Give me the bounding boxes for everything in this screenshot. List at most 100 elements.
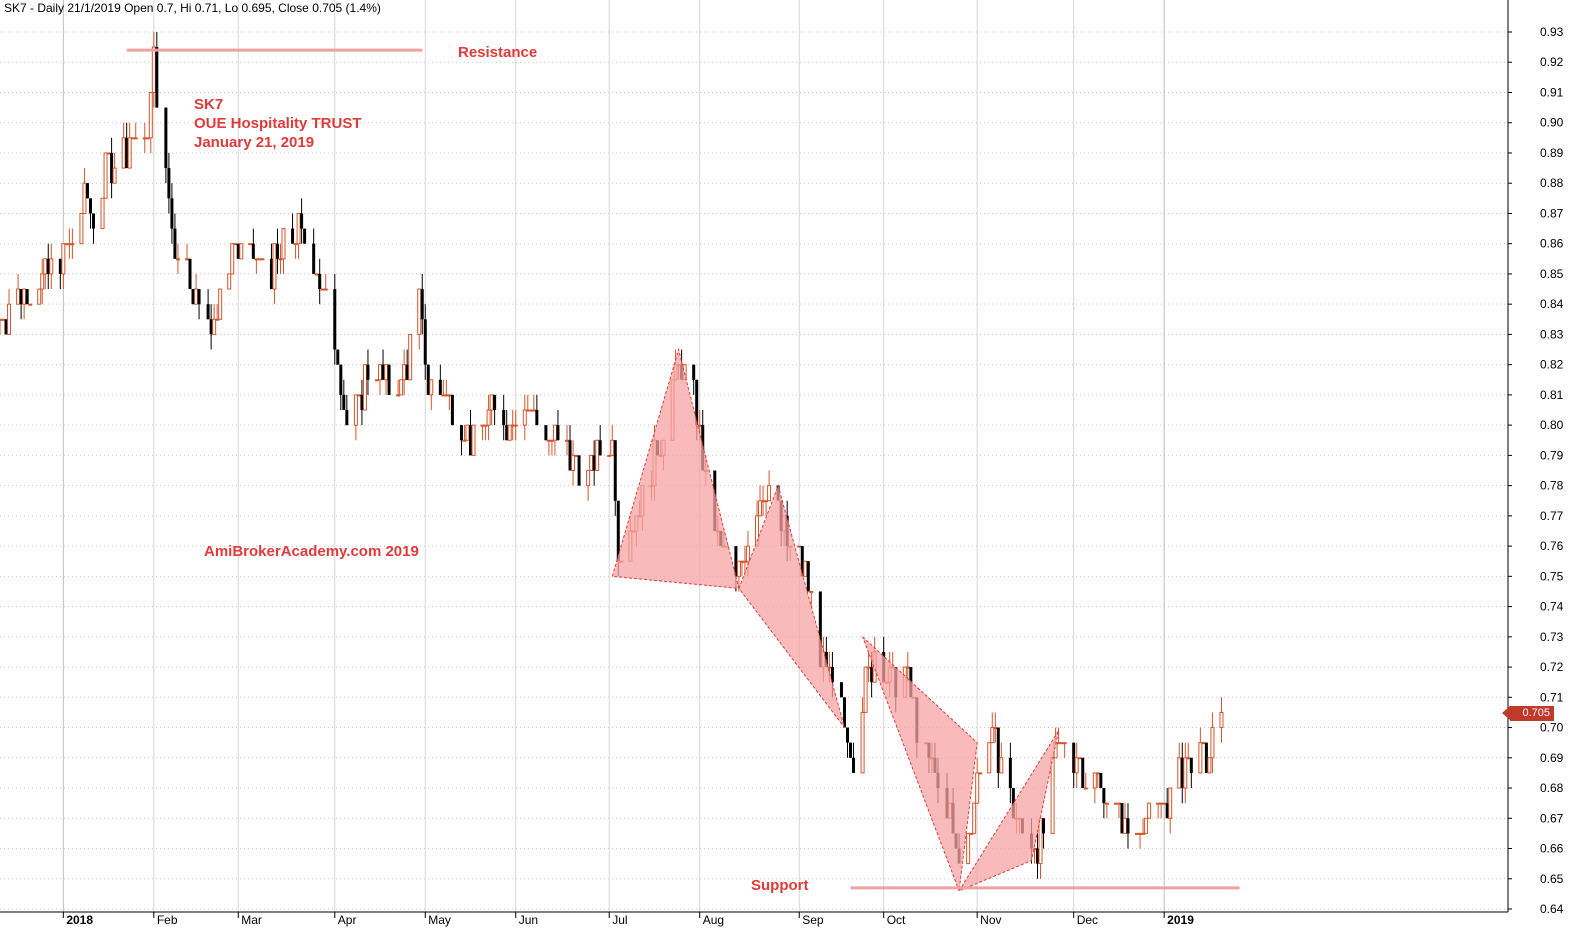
candle-down: [450, 394, 454, 426]
candle-up: [1, 318, 6, 321]
candle-down: [845, 727, 849, 743]
candle-up: [866, 666, 871, 669]
candle-up: [106, 152, 111, 155]
y-tick-label: 0.82: [1540, 358, 1564, 372]
candle-down: [251, 243, 255, 259]
candle-up: [151, 46, 156, 93]
candle-up: [1062, 742, 1067, 745]
candle-up: [353, 394, 358, 426]
candle-up: [227, 273, 232, 290]
candle-up: [483, 424, 488, 427]
candle-up: [399, 379, 404, 396]
candle-up: [145, 137, 150, 140]
candle-down: [58, 258, 62, 274]
candle-down: [206, 304, 210, 320]
y-tick-label: 0.73: [1540, 630, 1564, 644]
candle-down: [381, 364, 385, 380]
candle-down: [616, 500, 620, 562]
candle-down: [426, 364, 430, 395]
candle-down: [1165, 803, 1169, 819]
candle-up: [417, 288, 422, 335]
candle-up: [1183, 757, 1188, 789]
candle-down: [300, 213, 304, 229]
y-tick-label: 0.92: [1540, 55, 1564, 69]
candle-down: [505, 425, 509, 441]
y-tick-label: 0.80: [1540, 418, 1564, 432]
candle-down: [1072, 742, 1076, 773]
candle-down: [25, 289, 29, 305]
candle-up: [1122, 817, 1127, 834]
candle-down: [387, 364, 391, 395]
candle-up: [218, 288, 223, 320]
candle-up: [260, 258, 265, 261]
candle-up: [1210, 727, 1215, 759]
chart-header: SK7 - Daily 21/1/2019 Open 0.7, Hi 0.71,…: [4, 1, 381, 15]
candle-up: [1092, 772, 1097, 789]
pattern-triangle: [611, 347, 740, 590]
candle-up: [362, 364, 367, 411]
x-tick-label: Jul: [612, 913, 627, 927]
x-tick-label: May: [428, 913, 451, 927]
candle-down: [236, 243, 240, 259]
candle-down: [345, 410, 349, 426]
candle-up: [758, 500, 763, 517]
y-tick-label: 0.88: [1540, 176, 1564, 190]
candle-up: [471, 424, 476, 456]
candle-down: [1180, 757, 1184, 789]
y-tick-label: 0.65: [1540, 872, 1564, 886]
candle-down: [438, 379, 442, 395]
x-tick-label: 2018: [66, 913, 93, 927]
candle-down: [842, 697, 846, 728]
y-tick-label: 0.78: [1540, 479, 1564, 493]
candle-up: [148, 91, 153, 139]
y-tick-label: 0.75: [1540, 569, 1564, 583]
candle-up: [1186, 757, 1191, 760]
candle-up: [1104, 802, 1109, 805]
candle-up: [1083, 787, 1088, 790]
candle-down: [173, 228, 177, 259]
candle-up: [571, 454, 576, 471]
candle-down: [423, 319, 427, 365]
candle-down: [1042, 818, 1046, 834]
candle-up: [975, 772, 980, 804]
x-tick-label: Dec: [1077, 913, 1098, 927]
ticker-label: SK7: [194, 96, 224, 113]
candle-down: [197, 289, 201, 305]
candle-up: [212, 318, 217, 335]
candle-up: [513, 424, 518, 427]
candle-down: [1126, 818, 1130, 834]
candle-up: [1050, 757, 1055, 834]
y-tick-label: 0.69: [1540, 751, 1564, 765]
candle-down: [88, 198, 92, 214]
candle-down: [170, 198, 174, 229]
candle-up: [1116, 802, 1121, 805]
y-tick-label: 0.66: [1540, 842, 1564, 856]
candle-up: [1219, 711, 1224, 729]
candle-up: [1198, 742, 1203, 774]
candle-down: [598, 440, 602, 456]
candle-down: [19, 289, 23, 305]
candle-up: [447, 394, 452, 397]
candle-down: [1081, 757, 1085, 789]
candle-down: [312, 243, 316, 274]
candle-up: [978, 772, 983, 775]
candle-up: [827, 666, 832, 669]
last-price-tag: 0.705: [1502, 706, 1554, 721]
candle-down: [692, 364, 696, 380]
candle-down: [806, 561, 810, 592]
candle-down: [209, 319, 213, 335]
candle-up: [1038, 817, 1043, 865]
candle-down: [333, 289, 337, 350]
candle-up: [127, 137, 132, 169]
candle-up: [1147, 802, 1152, 819]
candle-up: [1201, 742, 1206, 745]
candle-down: [468, 425, 472, 456]
candle-down: [459, 425, 463, 441]
candle-up: [22, 288, 27, 305]
candle-down: [1120, 803, 1124, 834]
candle-up: [595, 439, 600, 471]
candle-down: [155, 47, 159, 108]
candle-up: [993, 727, 998, 730]
candle-up: [736, 560, 741, 577]
